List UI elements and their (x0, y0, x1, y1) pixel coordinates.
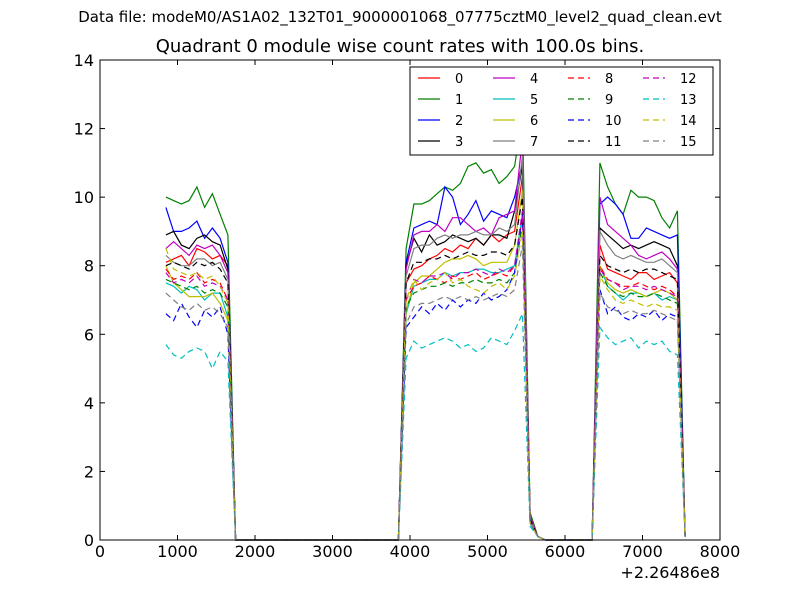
legend-label-7: 7 (530, 135, 538, 150)
legend-label-0: 0 (455, 72, 463, 87)
x-tick-label: 0 (95, 542, 105, 561)
x-tick-label: 5000 (467, 542, 508, 561)
x-offset-label: +2.26486e8 (620, 563, 720, 582)
legend-label-4: 4 (530, 72, 538, 87)
figure-suptitle: Data file: modeM0/AS1A02_132T01_90000010… (78, 8, 722, 26)
legend-label-12: 12 (680, 72, 697, 87)
y-tick-label: 6 (84, 325, 94, 344)
legend-label-15: 15 (680, 135, 697, 150)
x-tick-label: 7000 (622, 542, 663, 561)
x-tick-label: 8000 (700, 542, 741, 561)
y-tick-label: 0 (84, 531, 94, 550)
legend-label-2: 2 (455, 114, 463, 129)
axis-ticks: 0 1000 2000 3000 4000 5000 6000 7000 80000246810… (74, 51, 741, 561)
legend-label-13: 13 (680, 93, 697, 108)
x-tick-label: 1000 (157, 542, 198, 561)
legend-frame (409, 66, 714, 156)
legend-label-3: 3 (455, 135, 463, 150)
y-tick-label: 8 (84, 257, 94, 276)
chart-title: Quadrant 0 module wise count rates with … (155, 36, 645, 57)
y-tick-label: 14 (74, 51, 94, 70)
x-tick-label: 4000 (390, 542, 431, 561)
legend-label-5: 5 (530, 93, 538, 108)
y-tick-label: 4 (84, 394, 94, 413)
y-tick-label: 12 (74, 120, 94, 139)
legend-label-9: 9 (605, 93, 613, 108)
legend-label-8: 8 (605, 72, 613, 87)
legend-label-6: 6 (530, 114, 538, 129)
y-tick-label: 2 (84, 462, 94, 481)
legend-label-14: 14 (680, 114, 697, 129)
legend-label-11: 11 (605, 135, 622, 150)
x-tick-label: 3000 (312, 542, 353, 561)
y-tick-label: 10 (74, 188, 94, 207)
x-tick-label: 2000 (235, 542, 276, 561)
legend-label-10: 10 (605, 114, 622, 129)
legend-label-1: 1 (455, 93, 463, 108)
x-tick-label: 6000 (545, 542, 586, 561)
